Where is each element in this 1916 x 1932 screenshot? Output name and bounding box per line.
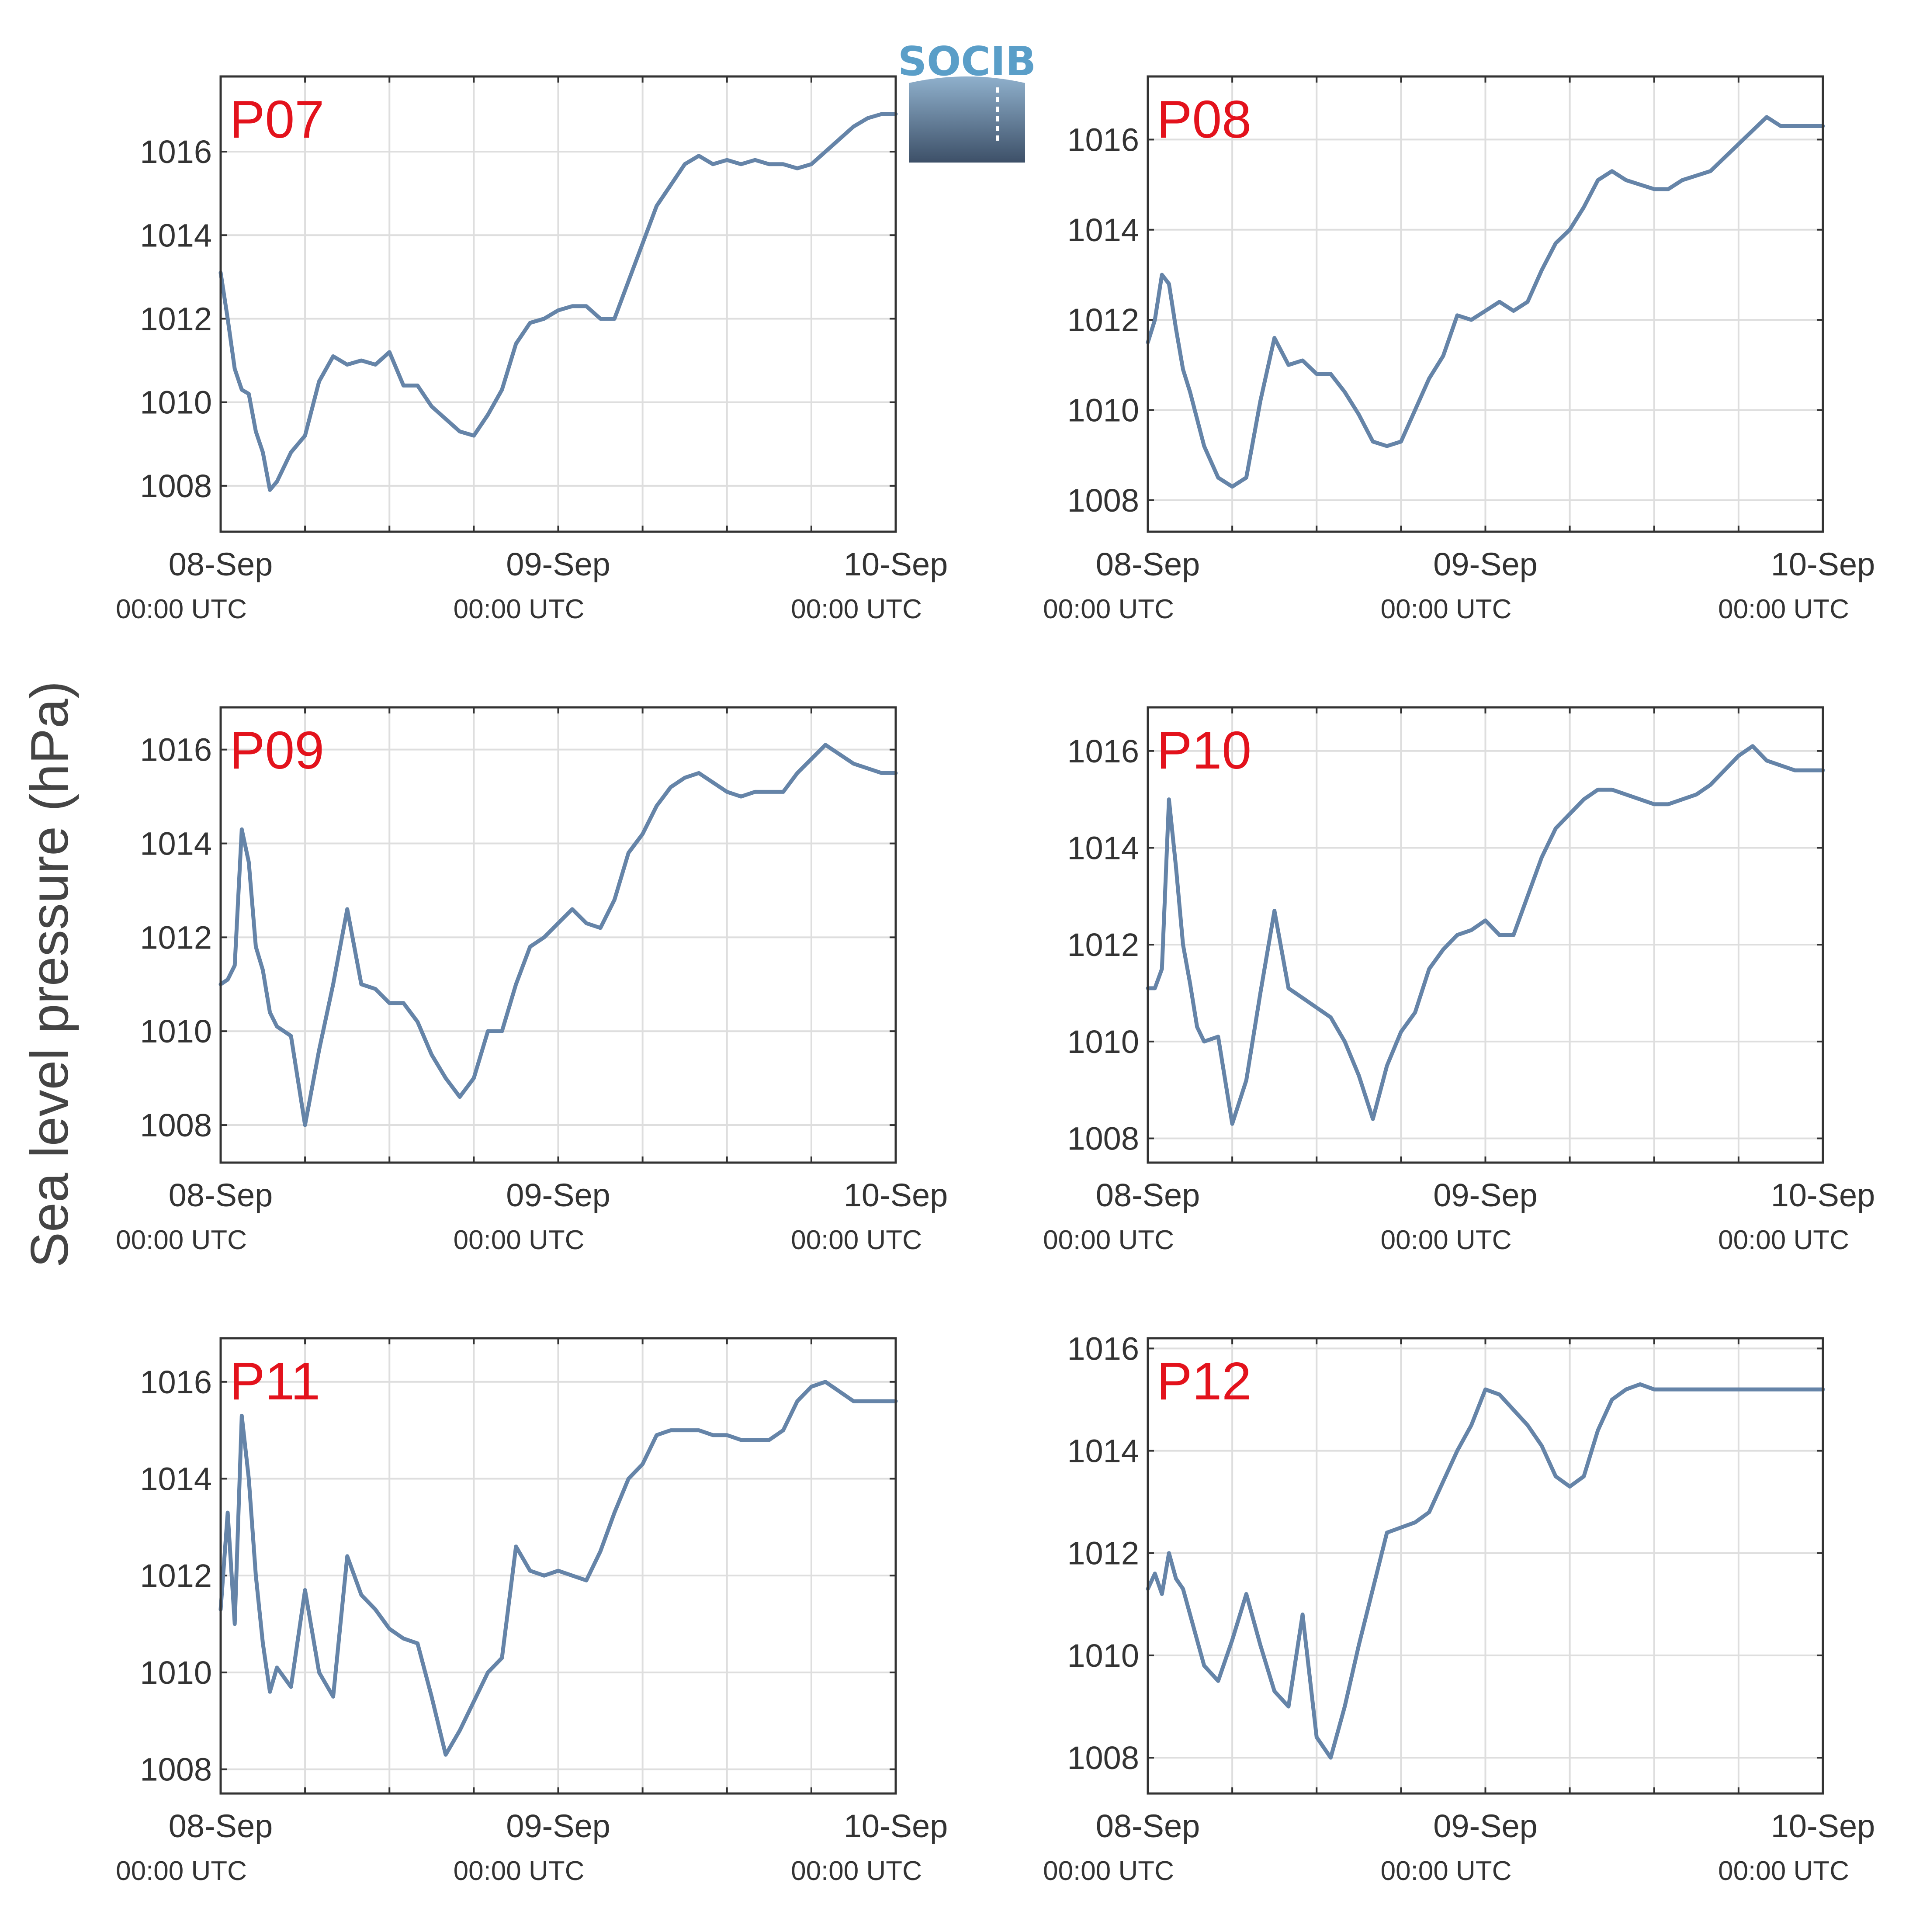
x-tick-sublabel: 00:00 UTC [1381,594,1512,624]
y-tick-label: 1014 [1067,1433,1139,1469]
y-tick-label: 1012 [140,1558,212,1594]
x-tick-label: 09-Sep [1433,1808,1538,1844]
chart-panel-p07: 1008 1010 1012 1014 1016 08-Sep 00:00 UTC 09-Se… [116,75,948,624]
chart-panel-p12: 1008 1010 1012 1014 1016 08-Sep 00:00 UTC 09-Se… [1043,1330,1875,1886]
logo-wave-block [909,76,1025,163]
x-tick-label: 09-Sep [506,1177,610,1213]
x-tick-label: 08-Sep [169,546,273,582]
y-tick-label: 1014 [140,217,212,253]
y-tick-label: 1010 [1067,392,1139,428]
x-tick-label: 10-Sep [1771,1808,1875,1844]
station-label: P10 [1157,720,1251,780]
x-tick-sublabel: 00:00 UTC [1381,1856,1512,1886]
x-tick-label: 08-Sep [169,1177,273,1213]
y-tick-label: 1008 [1067,1740,1139,1776]
x-tick-sublabel: 00:00 UTC [116,594,247,624]
y-tick-label: 1016 [140,1364,212,1400]
chart-panel-p08: 1008 1010 1012 1014 1016 08-Sep 00:00 UTC 09-Se… [1043,75,1875,624]
x-tick-sublabel: 00:00 UTC [1718,594,1849,624]
y-axis-label: Sea level pressure (hPa) [20,681,79,1268]
x-tick-label: 10-Sep [844,1177,948,1213]
y-tick-label: 1014 [1067,212,1139,248]
y-tick-label: 1008 [140,1752,212,1788]
x-tick-label: 09-Sep [506,546,610,582]
x-tick-sublabel: 00:00 UTC [1381,1225,1512,1255]
station-label: P07 [229,90,324,149]
y-tick-label: 1010 [140,1655,212,1691]
x-tick-sublabel: 00:00 UTC [116,1225,247,1255]
chart-panel-p11: 1008 1010 1012 1014 1016 08-Sep 00:00 UTC 09-Se… [116,1337,948,1886]
y-tick-label: 1012 [1067,1535,1139,1572]
y-tick-label: 1012 [140,919,212,956]
y-tick-label: 1016 [140,732,212,768]
x-tick-sublabel: 00:00 UTC [1043,1225,1174,1255]
y-tick-label: 1012 [140,301,212,337]
y-tick-label: 1010 [1067,1024,1139,1060]
y-tick-label: 1014 [1067,830,1139,866]
series-line-p07 [218,112,898,492]
y-tick-label: 1016 [140,134,212,170]
axes-frame [219,706,897,1164]
series-line-p11 [218,1380,898,1757]
y-tick-label: 1010 [1067,1638,1139,1674]
y-tick-label: 1016 [1067,733,1139,769]
x-tick-label: 09-Sep [506,1808,610,1844]
axes-frame [1147,1337,1824,1795]
x-tick-sublabel: 00:00 UTC [1043,1856,1174,1886]
chart-panel-p09: 1008 1010 1012 1014 1016 08-Sep 00:00 UTC 09-Se… [116,706,948,1255]
x-tick-sublabel: 00:00 UTC [791,1225,922,1255]
x-tick-label: 10-Sep [1771,546,1875,582]
x-tick-label: 09-Sep [1433,546,1538,582]
y-tick-label: 1010 [140,384,212,421]
x-tick-sublabel: 00:00 UTC [791,594,922,624]
station-label: P12 [1157,1351,1251,1411]
axes-frame [219,1337,897,1795]
y-tick-label: 1008 [1067,1121,1139,1157]
axes-frame [1147,75,1824,533]
y-tick-label: 1008 [140,468,212,504]
y-tick-label: 1014 [140,1461,212,1497]
x-tick-label: 08-Sep [1096,1177,1200,1213]
x-tick-label: 10-Sep [844,546,948,582]
x-tick-label: 09-Sep [1433,1177,1538,1213]
x-tick-label: 08-Sep [1096,1808,1200,1844]
x-tick-sublabel: 00:00 UTC [791,1856,922,1886]
x-tick-label: 10-Sep [1771,1177,1875,1213]
x-tick-sublabel: 00:00 UTC [116,1856,247,1886]
y-tick-label: 1016 [1067,1330,1139,1367]
series-line-p10 [1146,744,1825,1126]
station-label: P09 [229,720,324,780]
x-tick-sublabel: 00:00 UTC [454,594,585,624]
y-tick-label: 1014 [140,826,212,862]
x-tick-sublabel: 00:00 UTC [1718,1856,1849,1886]
x-tick-label: 08-Sep [169,1808,273,1844]
series-line-p09 [218,743,898,1127]
y-tick-label: 1012 [1067,302,1139,338]
x-tick-sublabel: 00:00 UTC [1043,594,1174,624]
x-tick-label: 08-Sep [1096,546,1200,582]
station-label: P08 [1157,90,1251,149]
charts-container: 1008 1010 1012 1014 1016 08-Sep 00:00 UTC 09-Se… [116,75,1875,1886]
x-tick-sublabel: 00:00 UTC [454,1225,585,1255]
y-tick-label: 1008 [1067,482,1139,519]
axes-frame [1147,706,1824,1164]
axes-frame [219,75,897,533]
socib-logo: SOCIB [898,38,1036,163]
x-tick-sublabel: 00:00 UTC [1718,1225,1849,1255]
series-line-p08 [1146,115,1825,489]
series-line-p12 [1146,1382,1825,1760]
x-tick-sublabel: 00:00 UTC [454,1856,585,1886]
y-tick-label: 1010 [140,1013,212,1049]
y-tick-label: 1016 [1067,121,1139,158]
x-tick-label: 10-Sep [844,1808,948,1844]
station-label: P11 [229,1351,320,1411]
y-tick-label: 1012 [1067,927,1139,963]
y-tick-label: 1008 [140,1107,212,1143]
chart-panel-p10: 1008 1010 1012 1014 1016 08-Sep 00:00 UTC 09-Se… [1043,706,1875,1255]
